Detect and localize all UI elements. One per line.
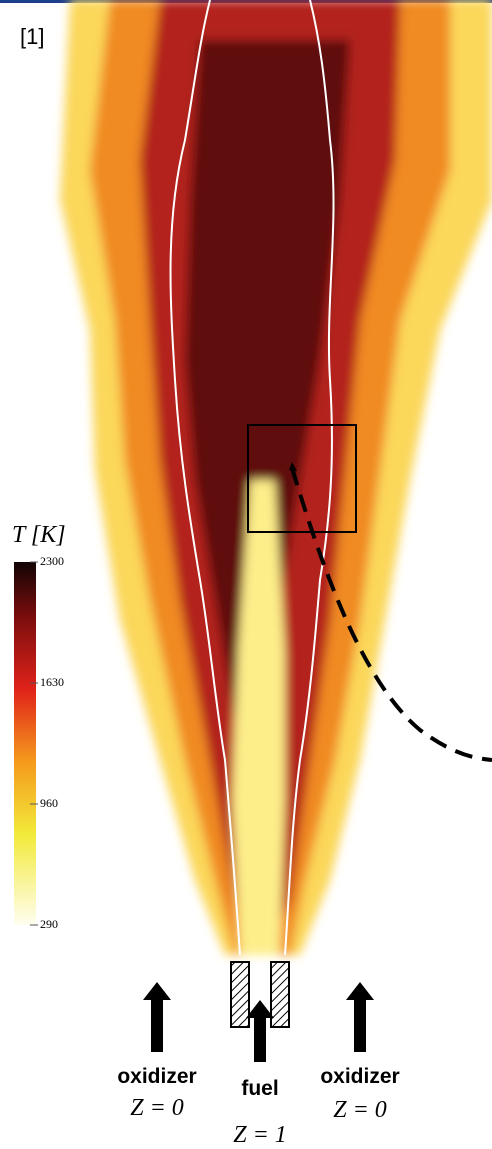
inlet-condition: Z = 1 [233, 1122, 287, 1148]
inlet-label: fuel [241, 1077, 278, 1100]
colorbar-tick-label: 2300 [40, 554, 64, 568]
figure: [1] T [K] 23001630960290 oxidizer Z = 0 … [0, 0, 492, 1149]
inlet-condition: Z = 0 [333, 1097, 387, 1123]
colorbar-title: T [K] [12, 522, 66, 548]
colorbar-tick-label: 1630 [40, 675, 64, 689]
arrow [246, 1000, 274, 1062]
inlet-condition: Z = 0 [130, 1095, 184, 1121]
figure-label: [1] [20, 24, 44, 49]
nozzle-wall [271, 962, 289, 1027]
inlet-label: oxidizer [320, 1065, 399, 1088]
nozzle-wall [231, 962, 249, 1027]
inlet-label: oxidizer [117, 1065, 196, 1088]
colorbar-tick-label: 290 [40, 917, 58, 931]
arrow [143, 982, 171, 1052]
flame [60, 0, 492, 955]
arrow [346, 982, 374, 1052]
colorbar-tick-label: 960 [40, 796, 58, 810]
colorbar [14, 562, 36, 925]
